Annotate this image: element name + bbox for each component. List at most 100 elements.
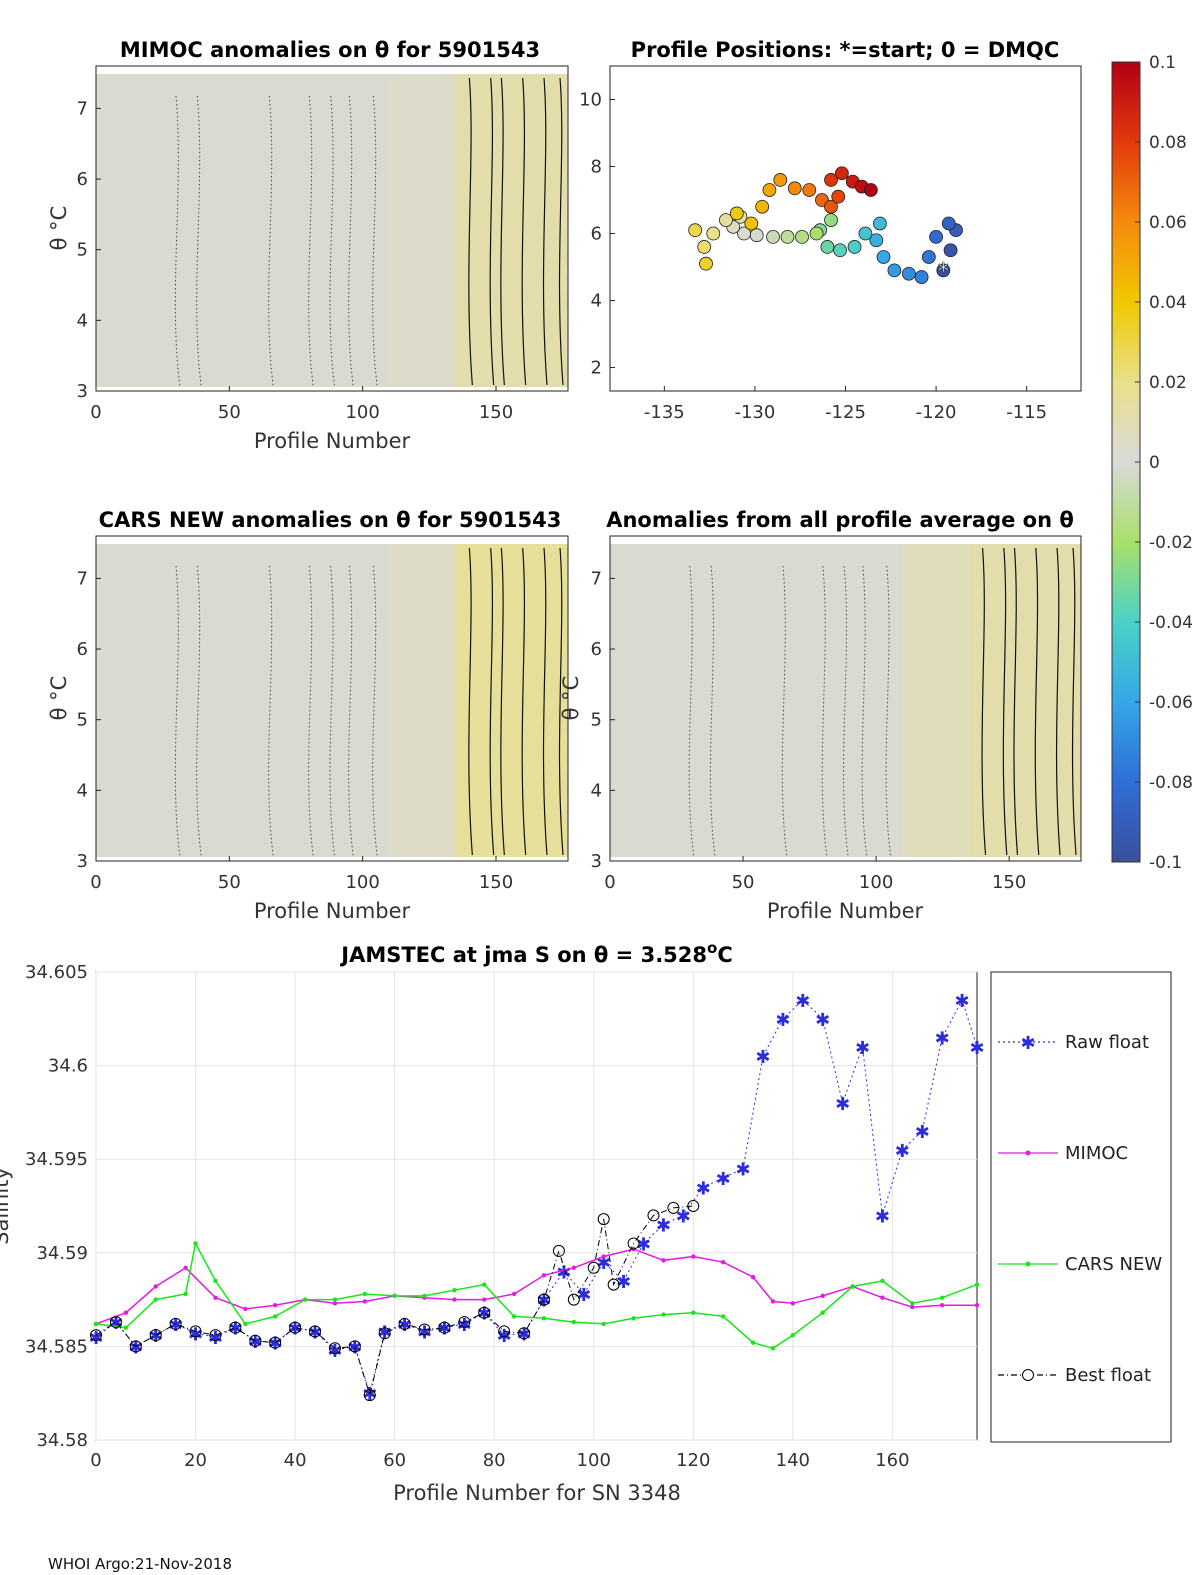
cars-ylabel: θ °C [47, 676, 71, 721]
best-float-point [687, 1200, 700, 1212]
profile-position-point [787, 181, 802, 196]
sal-x-tick-label-100: 100 [577, 1450, 611, 1471]
profile-position-point [773, 173, 788, 187]
average-ylabel: θ °C [559, 676, 583, 721]
contour-line-1 [1002, 547, 1008, 856]
y-tick-label-5: 5 [591, 710, 602, 731]
raw-float-point: ✱ [616, 1272, 631, 1293]
pos-y-tick-label-8: 8 [591, 157, 602, 178]
average-xlabel: Profile Number [767, 899, 924, 923]
contour-line-3 [1034, 547, 1040, 856]
x-tick-label-50: 50 [218, 872, 241, 893]
x-tick-label-0: 0 [90, 872, 101, 893]
colorbar-tick-label-6: -0.02 [1149, 533, 1193, 553]
mimoc-anomaly-panel: MIMOC anomalies on θ for 5901543 0 50 100 1… [47, 38, 569, 453]
series-point-cars-new [243, 1321, 248, 1327]
series-point-cars-new [691, 1310, 696, 1315]
anomaly-band-2 [969, 544, 1081, 857]
raw-float-point: ✱ [457, 1315, 472, 1336]
series-point-cars-new [720, 1314, 726, 1319]
cars-axes-box [95, 535, 569, 862]
profile-position-point [706, 226, 721, 241]
profile-position-point [795, 229, 809, 244]
series-point-cars-new [123, 1325, 129, 1330]
pos-y-tick-label-6: 6 [591, 224, 602, 245]
profile-position-point [863, 183, 878, 197]
dotted-contour-2 [268, 95, 274, 388]
pos-x-tick-label--125: -125 [825, 402, 866, 423]
raw-float-point: ✱ [417, 1322, 432, 1343]
contour-line-3 [521, 547, 527, 856]
positions-axes-box [609, 65, 1082, 392]
series-point-mimoc [750, 1274, 756, 1280]
series-point-mimoc [880, 1295, 885, 1300]
profile-position-point [941, 216, 956, 231]
y-tick-label-5: 5 [77, 710, 88, 731]
series-point-cars-new [193, 1241, 198, 1246]
legend-label-2: CARS NEW [1065, 1254, 1162, 1275]
best-float-point [269, 1336, 282, 1349]
colorbar-tick-label-5: 0 [1149, 453, 1160, 473]
series-point-mimoc [720, 1259, 726, 1265]
sal-y-tick-label-34.58: 34.58 [36, 1430, 88, 1451]
best-float-point [438, 1321, 451, 1334]
best-float-point [378, 1327, 391, 1340]
dotted-contour-4 [843, 565, 849, 858]
series-point-mimoc [243, 1306, 248, 1312]
raw-float-point: ✱ [208, 1328, 223, 1349]
dotted-contour-5 [348, 565, 354, 858]
anomaly-band-2 [456, 544, 568, 857]
series-point-cars-new [452, 1288, 457, 1293]
best-float-point [418, 1323, 431, 1336]
y-tick-label-3: 3 [77, 381, 88, 402]
series-point-mimoc [541, 1273, 547, 1278]
series-point-cars-new [183, 1291, 188, 1297]
contour-line-3 [521, 77, 527, 386]
legend-label-1: MIMOC [1065, 1143, 1128, 1164]
series-point-cars-new [392, 1293, 397, 1299]
sal-x-tick-label-60: 60 [383, 1450, 406, 1471]
best-float-point [567, 1293, 580, 1306]
series-point-mimoc [661, 1258, 666, 1263]
y-tick-label-6: 6 [77, 169, 88, 190]
profile-positions-panel: Profile Positions: *=start; 0 = DMQC -13… [579, 38, 1082, 423]
profile-position-point [802, 183, 817, 197]
raw-float-point: ✱ [556, 1263, 571, 1284]
x-tick-label-100: 100 [345, 872, 379, 893]
mimoc-ylabel: θ °C [47, 206, 71, 251]
dotted-contour-0 [174, 565, 181, 858]
series-point-mimoc [511, 1291, 517, 1297]
series-point-cars-new [362, 1291, 367, 1297]
profile-position-point [858, 226, 873, 241]
dotted-contour-5 [861, 565, 868, 858]
raw-float-point: ✱ [188, 1324, 203, 1345]
pos-y-tick-label-10: 10 [579, 90, 602, 111]
raw-float-point: ✱ [775, 1010, 790, 1031]
salinity-panel: JAMSTEC at jma S on θ = 3.528oC ✱✱✱✱✱ ✱ ✱ ✱… [0, 939, 985, 1505]
raw-float-point: ✱ [327, 1341, 342, 1362]
profile-position-point [921, 250, 936, 264]
contour-line-5 [1071, 547, 1077, 856]
profile-position-point [876, 250, 891, 264]
anomaly-band-1 [902, 544, 970, 857]
legend-label-0: Raw float [1065, 1032, 1149, 1053]
best-float-point [647, 1209, 660, 1222]
series-point-mimoc [332, 1301, 338, 1306]
dotted-contour-4 [329, 565, 336, 858]
contour-line-1 [489, 77, 495, 386]
profile-position-point [833, 243, 847, 258]
legend-label-3: Best float [1065, 1365, 1151, 1386]
contour-line-2 [500, 77, 505, 386]
series-point-mimoc [601, 1254, 606, 1259]
best-float-point [627, 1237, 640, 1250]
colorbar-tick-label-4: 0.02 [1149, 373, 1187, 393]
dotted-contour-0 [174, 95, 181, 388]
series-point-cars-new [661, 1312, 666, 1317]
salinity-xlabel: Profile Number for SN 3348 [393, 1481, 681, 1505]
cars-title: CARS NEW anomalies on θ for 5901543 [99, 508, 562, 532]
average-title: Anomalies from all profile average on θ [606, 508, 1074, 532]
profile-position-point [749, 228, 764, 243]
dotted-contour-0 [688, 565, 695, 858]
colorbar-tick-label-8: -0.06 [1149, 693, 1193, 713]
